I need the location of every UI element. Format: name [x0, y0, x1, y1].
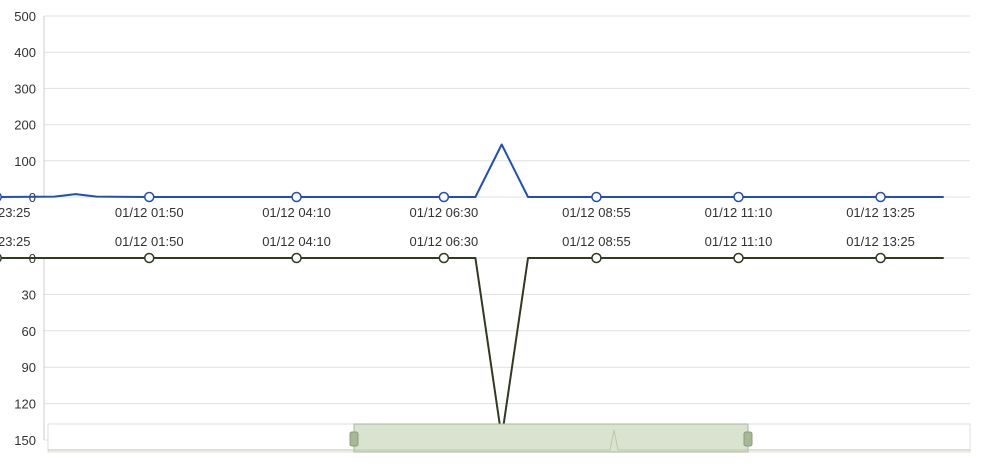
x-tick-label: 01/11 23:25 [0, 205, 31, 220]
x-tick-label: 01/11 23:25 [0, 234, 31, 249]
x-tick-label: 01/12 08:55 [562, 205, 631, 220]
data-point [291, 191, 302, 203]
data-point [438, 191, 450, 203]
data-zoom-window[interactable] [353, 423, 749, 453]
y-tick-label: 200 [14, 118, 36, 133]
data-point [438, 252, 450, 264]
y-tick-label: 120 [14, 397, 36, 412]
y-tick-label: 400 [14, 45, 36, 60]
x-tick-label: 01/12 01:50 [115, 234, 184, 249]
data-zoom-slider [47, 423, 971, 453]
data-point [143, 252, 155, 264]
x-tick-label: 01/12 13:25 [846, 205, 915, 220]
y-tick-label: 500 [14, 9, 36, 24]
data-point [591, 191, 602, 203]
data-point [0, 192, 2, 202]
data-point [733, 191, 744, 203]
data-point [875, 191, 886, 203]
data-point [733, 252, 744, 264]
data-zoom-handle-start[interactable] [349, 431, 359, 447]
x-tick-label: 01/12 08:55 [562, 234, 631, 249]
x-tick-label: 01/12 06:30 [410, 205, 479, 220]
series-line [0, 257, 944, 439]
x-tick-label: 01/12 04:10 [262, 205, 331, 220]
x-tick-label: 01/12 06:30 [410, 234, 479, 249]
x-tick-label: 01/12 11:10 [705, 234, 773, 249]
data-point [143, 191, 155, 203]
y-tick-label: 90 [22, 360, 36, 375]
data-zoom-preview [48, 429, 970, 451]
x-tick-label: 01/12 11:10 [705, 205, 773, 220]
lower-chart: 030609012015001/11 18:2001/11 20:4001/11… [0, 234, 970, 448]
x-tick-label: 01/12 04:10 [262, 234, 331, 249]
y-tick-label: 150 [14, 433, 36, 448]
data-zoom-handle-end[interactable] [743, 431, 753, 447]
y-tick-label: 300 [14, 81, 36, 96]
y-tick-label: 60 [22, 324, 36, 339]
data-point [0, 253, 2, 263]
y-tick-label: 100 [14, 154, 36, 169]
data-point [875, 252, 886, 264]
y-tick-label: 30 [22, 287, 36, 302]
data-point [591, 252, 602, 264]
x-tick-label: 01/12 01:50 [115, 205, 184, 220]
x-tick-label: 01/12 13:25 [846, 234, 915, 249]
series-line [0, 143, 944, 198]
upper-chart: 010020030040050001/11 18:2001/11 20:4001… [0, 9, 970, 220]
data-point [291, 252, 302, 264]
